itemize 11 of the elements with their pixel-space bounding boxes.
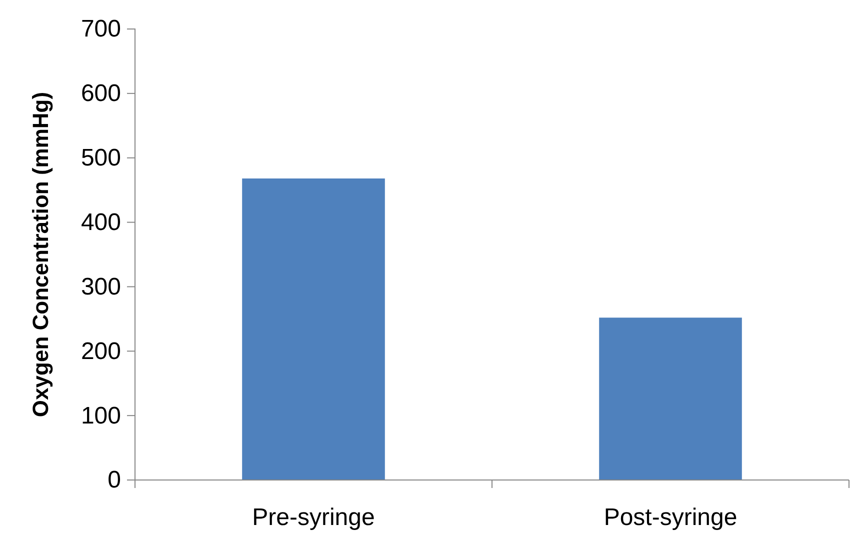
y-tick-label: 200 <box>80 338 121 365</box>
y-tick-label: 700 <box>80 16 121 43</box>
y-tick-label: 300 <box>80 273 121 300</box>
y-axis-title: Oxygen Concentration (mmHg) <box>28 92 53 418</box>
y-tick-label: 0 <box>108 466 121 494</box>
y-tick-label: 400 <box>80 208 121 236</box>
x-tick-label: Post-syringe <box>604 504 738 532</box>
y-tick-label: 500 <box>80 144 121 172</box>
y-tick-label: 600 <box>80 80 121 108</box>
x-tick-label: Pre-syringe <box>252 504 375 532</box>
y-tick-label: 100 <box>80 402 121 430</box>
